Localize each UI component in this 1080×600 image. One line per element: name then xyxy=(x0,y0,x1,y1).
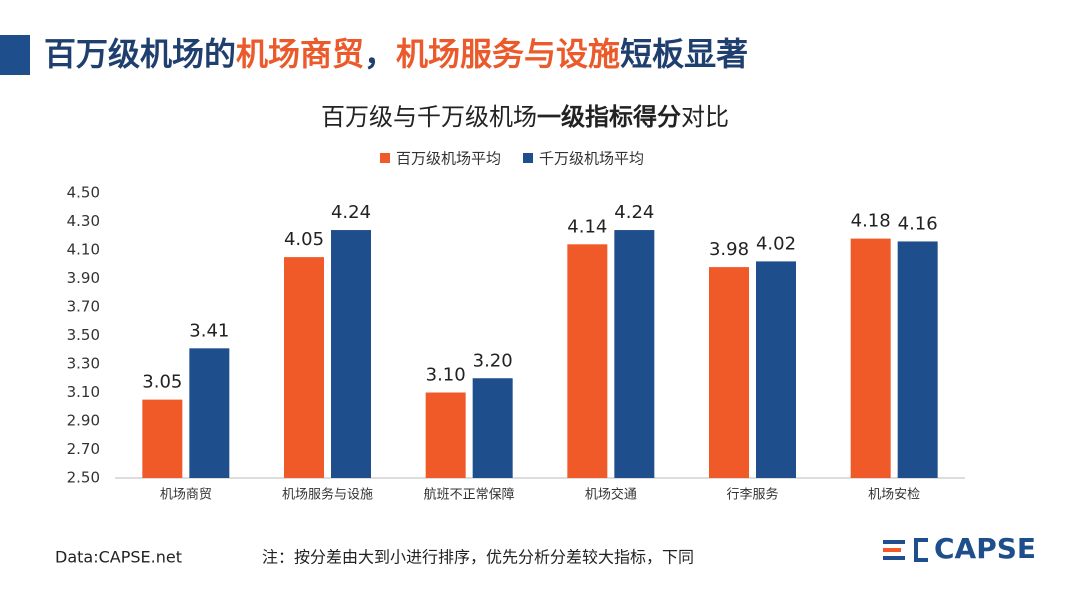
y-tick-label: 2.50 xyxy=(67,469,100,487)
bar xyxy=(142,399,183,478)
x-tick-label: 机场交通 xyxy=(585,487,637,503)
value-label: 3.10 xyxy=(426,365,466,386)
bar xyxy=(284,257,324,478)
logo-stripe xyxy=(883,540,905,544)
bar xyxy=(756,261,796,478)
y-tick-label: 4.30 xyxy=(67,212,100,230)
value-label: 3.05 xyxy=(142,372,182,393)
y-tick-label: 3.10 xyxy=(67,383,100,401)
title-part: 机场服务与设施 xyxy=(396,35,620,73)
legend-swatch xyxy=(380,153,390,163)
value-label: 3.98 xyxy=(709,239,749,260)
value-label: 3.20 xyxy=(473,350,513,371)
bar xyxy=(614,230,655,478)
bar xyxy=(850,238,891,478)
legend-label: 千万级机场平均 xyxy=(539,150,644,168)
y-tick-label: 3.50 xyxy=(67,326,100,344)
logo-c xyxy=(914,538,928,562)
logo-stripe xyxy=(883,556,905,560)
title-part: 短板显著 xyxy=(620,35,748,73)
value-label: 4.05 xyxy=(284,229,324,250)
logo-icon xyxy=(883,538,928,562)
logo-text: CAPSE xyxy=(934,532,1036,565)
title-accent xyxy=(0,35,30,75)
bar xyxy=(567,244,608,478)
source: Data:CAPSE.net xyxy=(55,548,182,567)
title-part: 百万级机场的 xyxy=(44,35,236,73)
y-tick-label: 4.50 xyxy=(67,184,100,202)
title-part: 机场商贸 xyxy=(236,35,364,73)
bar xyxy=(472,378,513,478)
x-tick-label: 行李服务 xyxy=(726,487,778,503)
x-tick-label: 机场商贸 xyxy=(160,488,212,503)
note: 注：按分差由大到小进行排序，优先分析分差较大指标，下同 xyxy=(262,548,694,567)
value-label: 4.02 xyxy=(756,233,796,254)
title-part: 一级指标得分 xyxy=(537,103,681,131)
x-tick-label: 机场服务与设施 xyxy=(282,487,373,503)
value-label: 4.16 xyxy=(898,213,938,234)
page-title: 百万级机场的机场商贸，机场服务与设施短板显著 xyxy=(44,35,748,73)
value-label: 3.41 xyxy=(189,320,229,341)
bar xyxy=(331,230,371,478)
x-tick-label: 航班不正常保障 xyxy=(424,487,515,503)
bar xyxy=(709,267,749,478)
y-tick-label: 3.90 xyxy=(67,269,100,287)
title-part: ， xyxy=(364,35,396,73)
title-part: 对比 xyxy=(681,103,729,131)
y-tick-label: 3.70 xyxy=(67,298,100,316)
y-tick-label: 3.30 xyxy=(67,355,100,373)
y-tick-label: 4.10 xyxy=(67,241,100,259)
y-tick-label: 2.90 xyxy=(67,412,100,430)
y-tick-label: 2.70 xyxy=(67,440,100,458)
logo-stripe xyxy=(883,548,901,552)
legend-swatch xyxy=(523,153,534,163)
legend-label: 百万级机场平均 xyxy=(396,150,501,168)
bar xyxy=(189,348,230,478)
x-tick-label: 机场安检 xyxy=(868,488,920,503)
value-label: 4.24 xyxy=(614,202,654,223)
bar xyxy=(425,392,466,478)
title-part: 百万级与千万级机场 xyxy=(321,103,537,131)
chart-title: 百万级与千万级机场一级指标得分对比 xyxy=(321,103,729,131)
bar xyxy=(897,241,938,478)
value-label: 4.18 xyxy=(851,211,891,232)
value-label: 4.24 xyxy=(331,202,371,223)
value-label: 4.14 xyxy=(567,216,607,237)
